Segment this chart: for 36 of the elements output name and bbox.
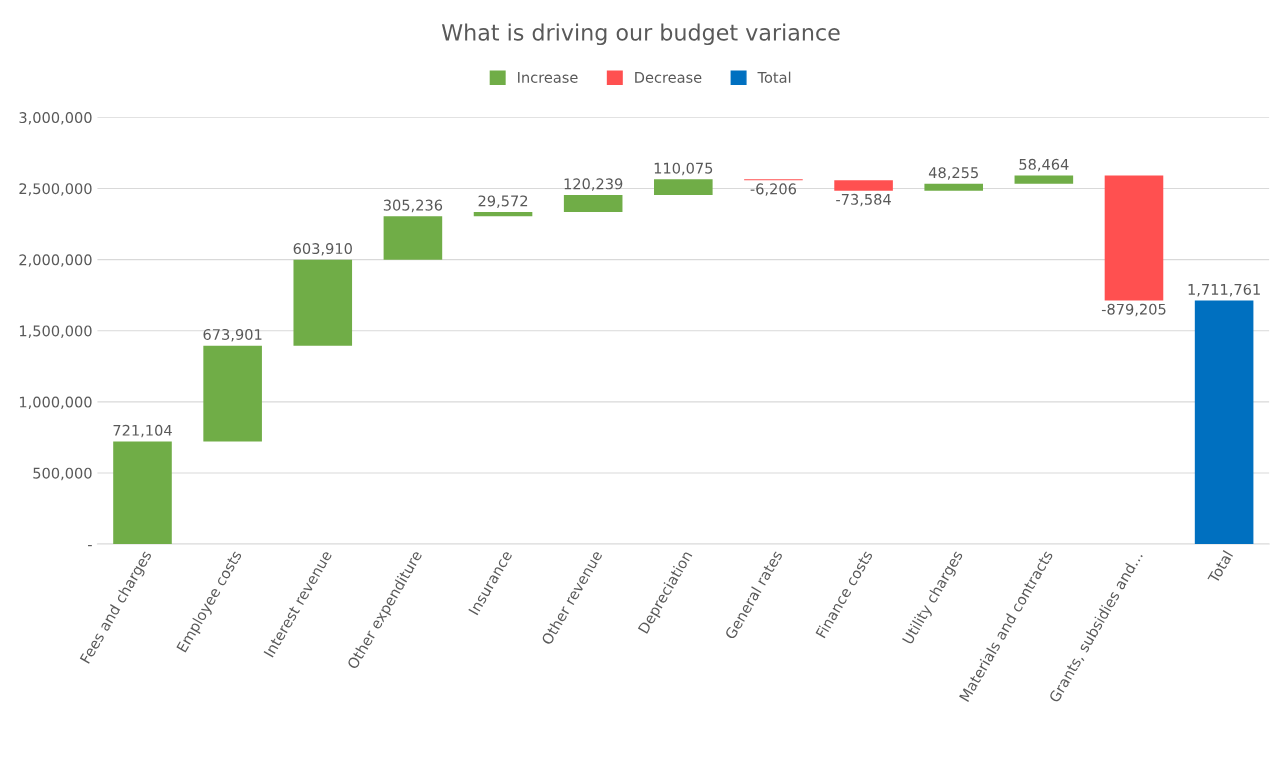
data-label: 603,910 bbox=[293, 243, 352, 256]
bar bbox=[113, 441, 172, 545]
bar bbox=[1194, 300, 1254, 545]
legend-label: Increase bbox=[518, 72, 578, 83]
bar bbox=[654, 179, 713, 196]
bar bbox=[834, 180, 893, 191]
data-label: 120,239 bbox=[564, 178, 623, 191]
bar bbox=[293, 259, 353, 346]
y-tick-label: 2,000,000 bbox=[19, 254, 92, 267]
bar bbox=[563, 195, 623, 213]
data-label: 673,901 bbox=[203, 328, 262, 342]
bar bbox=[203, 345, 262, 442]
data-label: 58,464 bbox=[1019, 158, 1069, 172]
legend-label: Decrease bbox=[635, 72, 702, 83]
bar bbox=[1104, 175, 1164, 301]
bar bbox=[924, 183, 983, 191]
y-tick-label: - bbox=[88, 545, 92, 547]
data-label: 29,572 bbox=[478, 195, 528, 208]
data-label: 721,104 bbox=[113, 424, 172, 438]
data-label: -879,205 bbox=[1101, 303, 1166, 317]
data-label: 1,711,761 bbox=[1188, 283, 1260, 297]
y-tick-label: 1,500,000 bbox=[19, 325, 92, 338]
data-label: 305,236 bbox=[383, 199, 443, 213]
legend-label: Total bbox=[757, 71, 791, 83]
y-tick-label: 3,000,000 bbox=[19, 112, 92, 125]
bar bbox=[383, 216, 443, 260]
data-label: 110,075 bbox=[654, 162, 713, 176]
bar bbox=[473, 212, 533, 217]
y-tick-label: 1,000,000 bbox=[19, 396, 92, 410]
data-label: -73,584 bbox=[836, 193, 891, 207]
y-tick-label: 500,000 bbox=[33, 467, 92, 481]
y-tick-label: 2,500,000 bbox=[19, 183, 92, 196]
bar bbox=[1014, 175, 1074, 184]
data-label: 48,255 bbox=[928, 167, 978, 180]
chart-title: What is driving our budget variance bbox=[441, 23, 840, 46]
data-label: -6,206 bbox=[750, 183, 797, 196]
